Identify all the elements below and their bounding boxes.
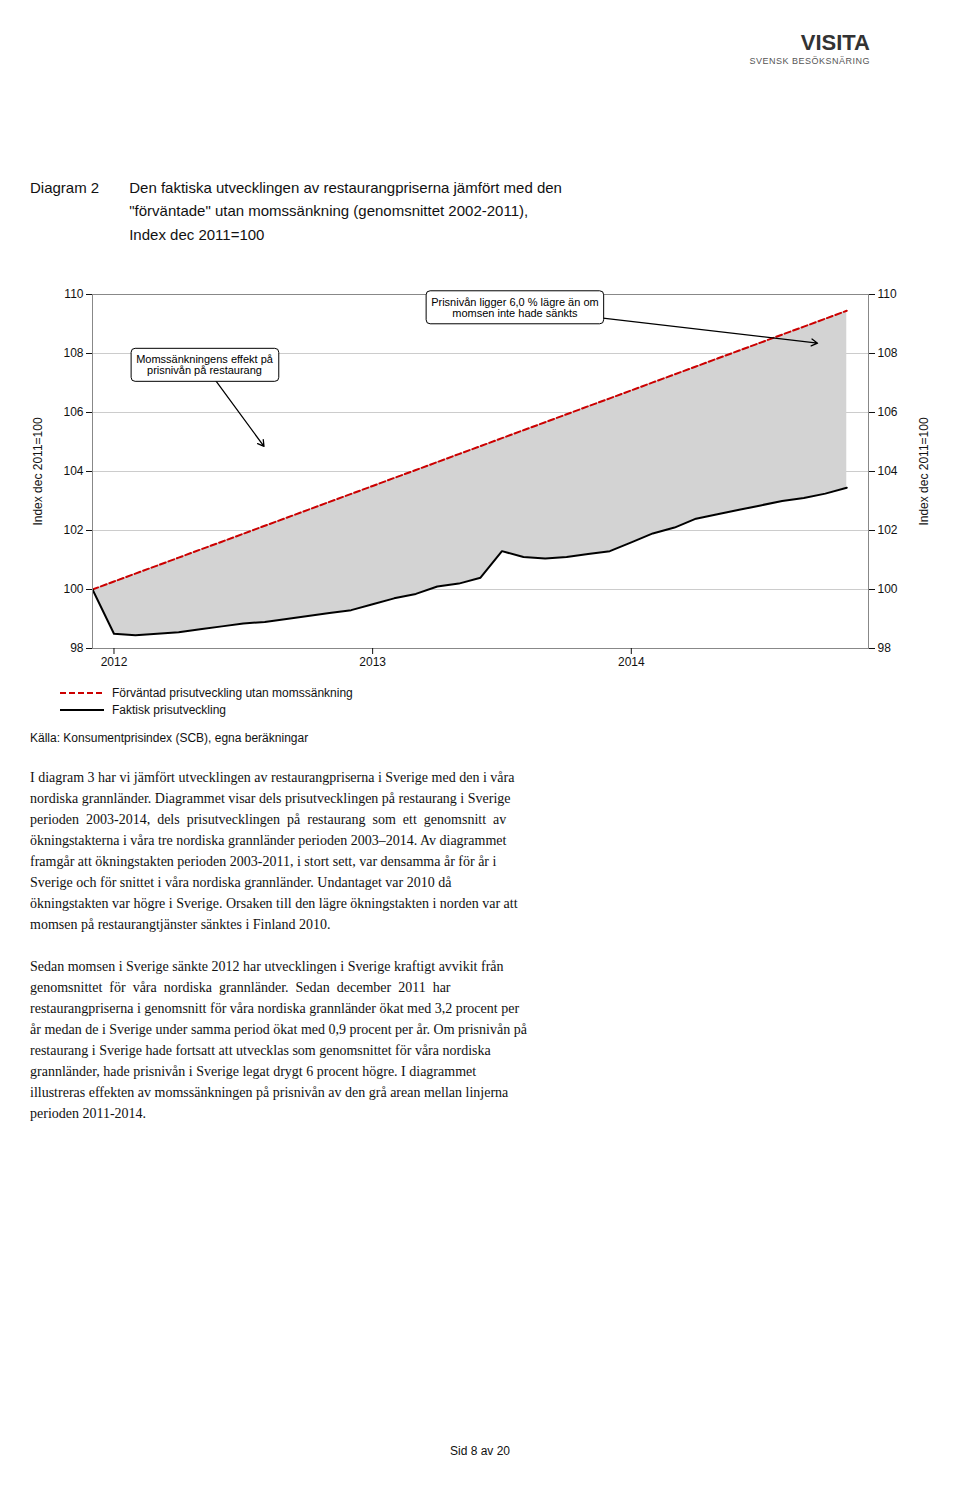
svg-text:2013: 2013 — [359, 655, 386, 669]
html-text:Den faktiska utvecklingen av r: Den faktiska utvecklingen av restaurangp… — [129, 179, 562, 243]
html-text:Förväntad prisutveckling utan: Förväntad prisutveckling utan momssänkni… — [112, 685, 353, 700]
html-text:perioden 2011-2014.: perioden 2011-2014. — [30, 1105, 147, 1121]
svg-text:108: 108 — [63, 346, 83, 360]
html-text:Faktisk prisutveckling: Faktisk prisutveckling — [112, 702, 226, 717]
html-text:Diagram 2: Diagram 2 — [30, 179, 100, 196]
html-text:Sedan momsen i Sverige sänkte: Sedan momsen i Sverige sänkte 2012 har u… — [30, 958, 504, 974]
svg-text:98: 98 — [878, 641, 892, 655]
svg-text:102: 102 — [63, 523, 83, 537]
html-text:perioden 2003-2014, dels prisu: perioden 2003-2014, dels prisutvecklinge… — [30, 811, 507, 827]
svg-text:106: 106 — [878, 405, 898, 419]
svg-text:100: 100 — [878, 582, 898, 596]
html-text:restaurang i Sverige hade fort: restaurang i Sverige hade fortsatt att u… — [30, 1042, 491, 1058]
html-text:framgår att ökningstakten peri: framgår att ökningstakten perioden 2003-… — [30, 853, 497, 869]
html-text:ökningstakten var högre i Sver: ökningstakten var högre i Sverige. Orsak… — [30, 895, 518, 911]
svg-text:Index dec 2011=100: Index dec 2011=100 — [917, 417, 931, 526]
svg-text:100: 100 — [63, 582, 83, 596]
svg-text:Prisnivån ligger 6,0 % lägre ä: Prisnivån ligger 6,0 % lägre än ommomsen… — [431, 296, 599, 319]
svg-text:2014: 2014 — [618, 655, 645, 669]
html-text:grannländer, hade prisnivån i: grannländer, hade prisnivån i Sverige le… — [30, 1063, 477, 1079]
html-text:genomsnittet för våra nordiska: genomsnittet för våra nordiska grannländ… — [30, 979, 451, 995]
html-text:SVENSK BESÖKSNÄRING: SVENSK BESÖKSNÄRING — [749, 56, 870, 66]
html-text:illustreras effekten av momssä: illustreras effekten av momssänkningen p… — [30, 1084, 509, 1100]
html-text:nordiska grannländer. Diagramm: nordiska grannländer. Diagrammet visar d… — [30, 790, 511, 806]
svg-text:108: 108 — [878, 346, 898, 360]
html-text:Källa: Konsumentprisindex (SCB: Källa: Konsumentprisindex (SCB), egna be… — [30, 730, 309, 745]
svg-text:98: 98 — [70, 641, 84, 655]
svg-text:110: 110 — [64, 287, 83, 301]
svg-text:106: 106 — [63, 405, 83, 419]
html-text:restaurangpriserna i genomsnit: restaurangpriserna i genomsnitt för våra… — [30, 1000, 520, 1016]
svg-text:2012: 2012 — [101, 655, 128, 669]
html-text:VISITA: VISITA — [800, 30, 870, 55]
html-text:I diagram 3 har vi jämfört utv: I diagram 3 har vi jämfört utvecklingen … — [30, 769, 515, 785]
html-text:ökningstakterna i våra tre nor: ökningstakterna i våra tre nordiska gran… — [30, 832, 507, 848]
html-text:momsen på restaurangtjänster s: momsen på restaurangtjänster sänktes i F… — [30, 916, 331, 932]
html-text:Sverige och för snittet i våra: Sverige och för snittet i våra nordiska … — [30, 874, 452, 890]
html-text:Sid 8 av 20: Sid 8 av 20 — [450, 1444, 510, 1458]
svg-text:Index dec 2011=100: Index dec 2011=100 — [31, 417, 45, 526]
html-text:år medan de i Sverige under sa: år medan de i Sverige under samma period… — [30, 1021, 527, 1037]
svg-text:104: 104 — [63, 464, 83, 478]
svg-text:104: 104 — [878, 464, 898, 478]
svg-text:110: 110 — [878, 287, 897, 301]
svg-text:102: 102 — [878, 523, 898, 537]
svg-text:Momssänkningens effekt påprisn: Momssänkningens effekt påprisnivån på re… — [136, 353, 274, 376]
